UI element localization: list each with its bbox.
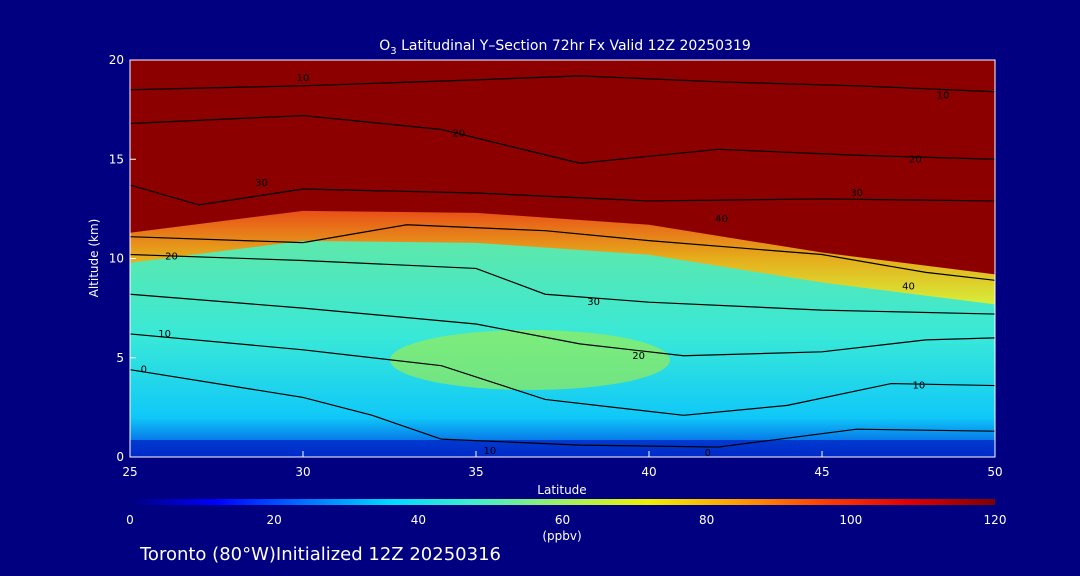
contour-line [130, 293, 995, 357]
contour-label: 20 [165, 252, 178, 263]
contour-line [130, 369, 995, 448]
contour-label: 20 [909, 154, 922, 165]
colorbar-tick-label: 80 [699, 513, 714, 527]
colorbar-tick-label: 0 [126, 513, 134, 527]
contour-label: 30 [255, 178, 268, 189]
y-tick-label: 5 [116, 351, 124, 365]
contour-line [130, 114, 995, 164]
colorbar-tick-label: 20 [267, 513, 282, 527]
contour-label: 10 [937, 91, 950, 102]
x-tick-label: 40 [641, 465, 656, 479]
x-tick-label: 25 [122, 465, 137, 479]
contour-label: 40 [715, 214, 728, 225]
contour-line [130, 224, 995, 281]
ozone-maximum-patch [390, 330, 670, 390]
plot-area: 10 10 20 20 30 30 40 40 20 30 10 20 0 10 10 0 [130, 60, 995, 459]
y-tick-label: 15 [109, 152, 124, 166]
contour-labels: 10 10 20 20 30 30 40 40 20 30 10 20 0 10 10 0 [141, 73, 950, 459]
tropopause-transition-band [130, 208, 995, 305]
colorbar-tick-label: 100 [839, 513, 862, 527]
y-tick-label: 10 [109, 252, 124, 266]
contour-line [130, 333, 995, 416]
colorbar-tick-label: 40 [411, 513, 426, 527]
contour-label: 20 [452, 128, 465, 139]
x-axis: 25 30 35 40 45 50 [122, 451, 1003, 479]
x-axis-label: Latitude [537, 483, 586, 497]
y-tick-label: 20 [109, 53, 124, 67]
y-axis: 0 5 10 15 20 [109, 53, 136, 464]
stratosphere-field [130, 60, 995, 275]
colorbar-units: (ppbv) [542, 529, 581, 543]
contour-label: 40 [902, 281, 915, 292]
y-axis-label: Altitude (km) [87, 219, 101, 298]
contour-label: 20 [632, 351, 645, 362]
x-tick-label: 50 [987, 465, 1002, 479]
x-tick-label: 30 [295, 465, 310, 479]
contour-line [130, 184, 995, 206]
contour-label: 0 [705, 448, 711, 459]
y-tick-label: 0 [116, 450, 124, 464]
contour-label: 10 [913, 381, 926, 392]
x-tick-label: 45 [814, 465, 829, 479]
colorbar [130, 499, 995, 505]
contour-label: 10 [483, 446, 496, 457]
contour-label: 10 [158, 329, 171, 340]
contour-label: 0 [141, 365, 147, 376]
colorbar-tick-label: 60 [555, 513, 570, 527]
contour-lines [130, 75, 995, 448]
contour-label: 30 [850, 188, 863, 199]
chart-title: O3 Latitudinal Y–Section 72hr Fx Valid 1… [379, 38, 751, 57]
contour-line [130, 75, 995, 93]
contour-line [130, 253, 995, 315]
colorbar-tick-label: 120 [984, 513, 1007, 527]
x-tick-label: 35 [468, 465, 483, 479]
colorbar-ticks: 0 20 40 60 80 100 120 [126, 513, 1006, 527]
surface-layer [130, 440, 995, 457]
footer-text: Toronto (80°W)Initialized 12Z 20250316 [139, 544, 501, 565]
contour-label: 30 [587, 297, 600, 308]
contour-label: 10 [297, 73, 310, 84]
